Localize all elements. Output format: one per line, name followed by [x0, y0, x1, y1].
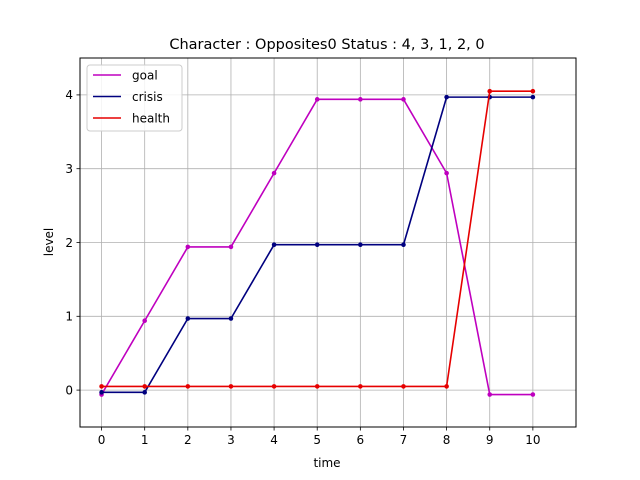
- data-point-goal-3: [228, 244, 234, 250]
- data-point-goal-9: [487, 392, 493, 397]
- y-tick-label-0: 0: [65, 383, 73, 397]
- data-point-health-7: [401, 384, 406, 389]
- data-point-goal-8: [444, 170, 449, 176]
- x-tick-label-10: 10: [525, 433, 540, 447]
- y-tick-label-1: 1: [65, 310, 73, 324]
- data-point-health-8: [444, 384, 449, 389]
- x-tick-label-4: 4: [270, 433, 278, 447]
- data-point-crisis-10: [530, 94, 536, 100]
- data-point-health-3: [228, 384, 234, 389]
- plot-series: [99, 88, 536, 397]
- data-point-goal-1: [142, 318, 147, 324]
- data-point-health-6: [358, 384, 363, 389]
- data-point-crisis-4: [271, 242, 277, 248]
- data-point-goal-4: [271, 170, 277, 176]
- data-point-crisis-6: [358, 242, 363, 248]
- y-tick-label-4: 4: [65, 88, 73, 102]
- data-point-health-2: [185, 384, 191, 389]
- data-point-crisis-5: [314, 242, 320, 248]
- x-tick-label-9: 9: [486, 433, 494, 447]
- data-point-health-4: [271, 384, 277, 389]
- x-tick-label-5: 5: [313, 433, 321, 447]
- data-point-health-1: [142, 384, 147, 389]
- data-point-crisis-8: [444, 94, 449, 100]
- legend-label-goal: goal: [132, 68, 158, 82]
- y-tick-label-3: 3: [65, 162, 73, 176]
- data-point-health-9: [487, 88, 493, 94]
- y-axis-label: level: [42, 228, 56, 257]
- x-tick-label-2: 2: [184, 433, 192, 447]
- data-point-crisis-0: [99, 390, 104, 395]
- data-point-health-5: [314, 384, 320, 389]
- x-tick-label-1: 1: [141, 433, 149, 447]
- data-point-health-10: [530, 88, 536, 94]
- data-point-crisis-3: [228, 316, 234, 321]
- data-point-crisis-7: [401, 242, 406, 248]
- data-point-crisis-1: [142, 390, 147, 395]
- x-tick-label-6: 6: [357, 433, 365, 447]
- legend-label-crisis: crisis: [132, 90, 163, 104]
- x-tick-label-3: 3: [227, 433, 235, 447]
- x-tick-label-8: 8: [443, 433, 451, 447]
- data-point-crisis-2: [185, 316, 191, 321]
- x-tick-label-0: 0: [98, 433, 106, 447]
- axis-ticks: 0 1 2 3 4 5 6 7 8 9 10 0 1 2 3 4: [65, 88, 540, 447]
- x-tick-label-7: 7: [400, 433, 408, 447]
- grid: [80, 58, 576, 427]
- data-point-goal-2: [185, 244, 191, 250]
- y-tick-label-2: 2: [65, 236, 73, 250]
- data-point-health-0: [99, 384, 104, 389]
- data-point-goal-5: [314, 97, 320, 102]
- data-point-goal-7: [401, 97, 406, 102]
- data-point-goal-10: [530, 392, 536, 397]
- chart-title: Character : Opposites0 Status : 4, 3, 1,…: [169, 37, 484, 53]
- legend-label-health: health: [132, 111, 170, 125]
- x-axis-label: time: [313, 456, 340, 470]
- legend: goal crisis health: [86, 64, 183, 132]
- legend-box: [86, 64, 183, 132]
- data-point-goal-6: [358, 97, 363, 102]
